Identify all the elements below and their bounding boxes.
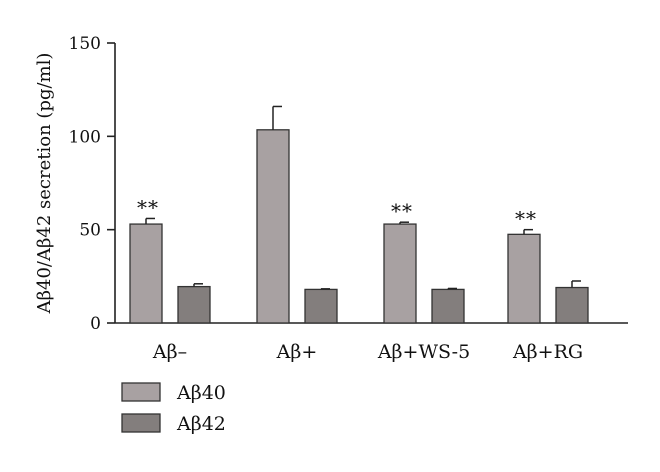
y-axis-title: Aβ40/Aβ42 secretion (pg/ml) xyxy=(34,53,55,315)
bar-abeta42 xyxy=(304,288,338,324)
x-category-label: Aβ– xyxy=(152,341,187,363)
bar-abeta40 xyxy=(129,223,163,324)
bar-abeta42 xyxy=(177,285,211,324)
bar-abeta40 xyxy=(507,233,541,324)
x-category-label: Aβ+RG xyxy=(512,341,583,363)
significance-marker: ** xyxy=(391,199,413,223)
y-tick-label: 50 xyxy=(79,221,101,241)
y-tick-label: 0 xyxy=(90,314,101,334)
y-tick-label: 150 xyxy=(69,34,101,54)
significance-marker: ** xyxy=(515,207,537,231)
x-category-label: Aβ+WS-5 xyxy=(377,341,470,363)
bar-abeta42 xyxy=(431,288,465,324)
significance-marker: ** xyxy=(137,195,159,219)
bar-abeta42 xyxy=(555,286,589,324)
legend-label-abeta42: Aβ42 xyxy=(176,413,226,435)
legend-swatch-abeta40 xyxy=(121,382,161,402)
y-tick-label: 100 xyxy=(69,127,101,147)
x-category-label: Aβ+ xyxy=(276,341,318,363)
bar-abeta40 xyxy=(383,223,417,324)
bar-abeta40 xyxy=(256,129,290,324)
legend-label-abeta40: Aβ40 xyxy=(176,382,226,404)
legend-swatch-abeta42 xyxy=(121,413,161,433)
